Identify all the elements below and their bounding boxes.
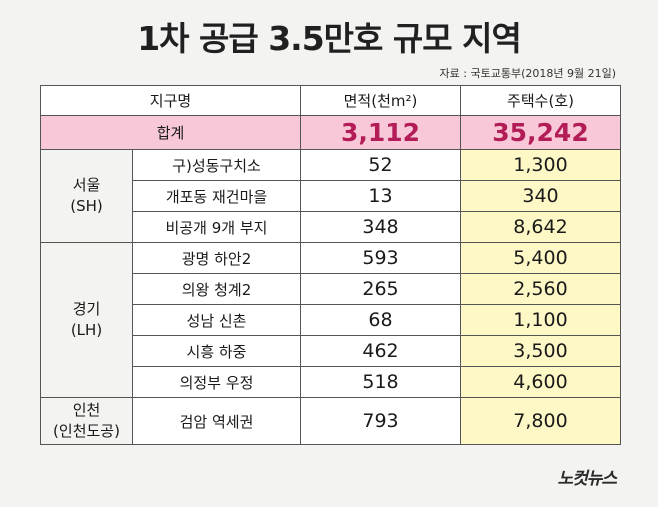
district-name: 성남 신촌 — [132, 304, 301, 336]
area-value: 518 — [300, 366, 461, 398]
area-value: 68 — [300, 304, 461, 336]
total-row: 합계 3,112 35,242 — [40, 115, 621, 150]
table-row: 개포동 재건마을 13 340 — [41, 180, 621, 212]
table-row: 시흥 하중 462 3,500 — [41, 335, 621, 367]
region-agency: (인천도공) — [53, 422, 120, 440]
header-row: 지구명 면적(천m²) 주택수(호) — [40, 85, 621, 116]
district-name: 개포동 재건마을 — [132, 180, 301, 212]
area-value: 462 — [300, 335, 461, 367]
area-value: 793 — [300, 397, 461, 445]
area-value: 13 — [300, 180, 461, 212]
area-value: 348 — [300, 211, 461, 243]
total-houses: 35,242 — [460, 115, 621, 150]
table-row: 서울 (SH) 구)성동구치소 52 1,300 — [40, 149, 621, 243]
header-area: 면적(천m²) — [300, 85, 461, 116]
supply-table: 지구명 면적(천m²) 주택수(호) 합계 3,112 35,242 서울 (S… — [40, 85, 621, 445]
table-row: 성남 신촌 68 1,100 — [41, 304, 621, 336]
district-name: 의왕 청계2 — [132, 273, 301, 305]
region-name: 인천 — [72, 401, 101, 419]
area-value: 52 — [300, 149, 461, 181]
district-name: 광명 하안2 — [132, 242, 301, 274]
page-title: 1차 공급 3.5만호 규모 지역 — [137, 19, 522, 58]
region-agency: (LH) — [70, 321, 103, 339]
total-label: 합계 — [40, 115, 301, 150]
region-agency: (SH) — [70, 197, 103, 215]
region-name: 경기 — [72, 300, 101, 318]
houses-value: 4,600 — [460, 366, 621, 398]
houses-value: 7,800 — [460, 397, 621, 445]
header-houses: 주택수(호) — [460, 85, 621, 116]
region-incheon: 인천 (인천도공) — [40, 397, 133, 445]
houses-value: 3,500 — [460, 335, 621, 367]
table-row: 의왕 청계2 265 2,560 — [41, 273, 621, 305]
district-name: 비공개 9개 부지 — [132, 211, 301, 243]
houses-value: 1,300 — [460, 149, 621, 181]
region-seoul: 서울 (SH) — [40, 149, 133, 243]
district-name: 의정부 우정 — [132, 366, 301, 398]
source-note: 자료 : 국토교통부(2018년 9월 21일) — [439, 67, 616, 80]
header-district: 지구명 — [40, 85, 301, 116]
nocut-news-logo: 노컷뉴스 — [557, 469, 617, 489]
district-name: 시흥 하중 — [132, 335, 301, 367]
area-value: 265 — [300, 273, 461, 305]
houses-value: 2,560 — [460, 273, 621, 305]
houses-value: 340 — [460, 180, 621, 212]
table-row: 경기 (LH) 광명 하안2 593 5,400 — [40, 242, 621, 398]
region-gyeonggi: 경기 (LH) — [40, 242, 133, 398]
houses-value: 1,100 — [460, 304, 621, 336]
area-value: 593 — [300, 242, 461, 274]
total-area: 3,112 — [300, 115, 461, 150]
table-row: 인천 (인천도공) 검암 역세권 793 7,800 — [40, 397, 621, 445]
district-name: 검암 역세권 — [132, 397, 301, 445]
houses-value: 5,400 — [460, 242, 621, 274]
houses-value: 8,642 — [460, 211, 621, 243]
district-name: 구)성동구치소 — [132, 149, 301, 181]
region-name: 서울 — [72, 176, 101, 194]
table-row: 비공개 9개 부지 348 8,642 — [41, 211, 621, 243]
